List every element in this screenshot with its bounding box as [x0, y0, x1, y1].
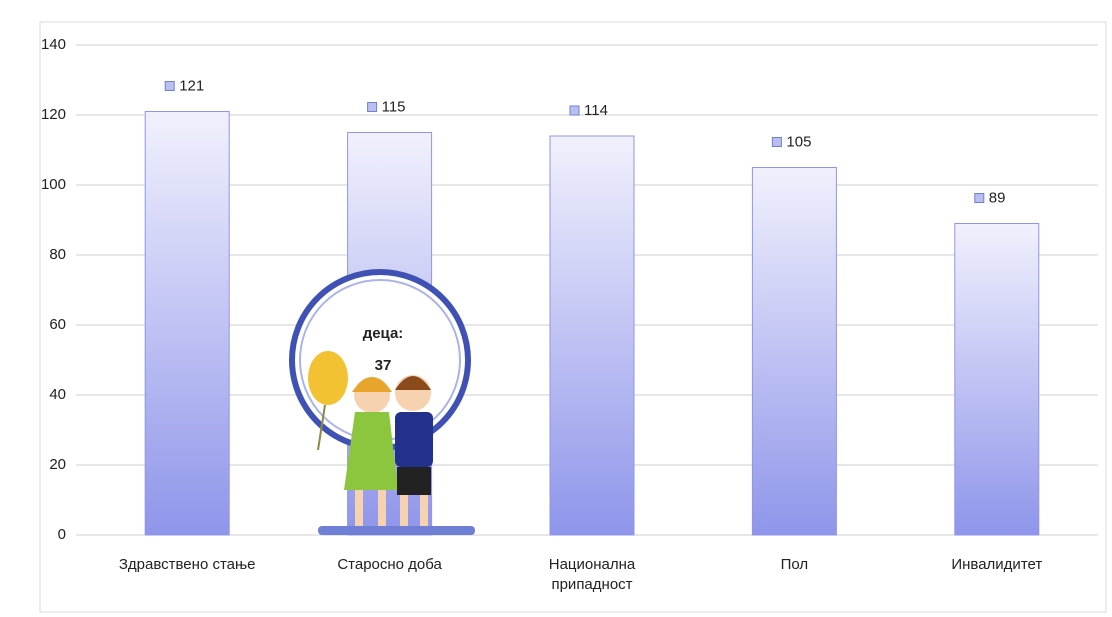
- y-tick-label: 140: [41, 36, 66, 53]
- girl-hair: [352, 377, 392, 392]
- chart-frame: [39, 21, 1107, 613]
- data-label: 115: [382, 98, 406, 115]
- annotation-label: деца:: [363, 325, 404, 342]
- balloon-string: [317, 404, 326, 451]
- annotation-value: 37: [375, 357, 392, 374]
- data-label-marker: [974, 193, 985, 203]
- bar: [549, 135, 635, 536]
- boy-leg: [420, 495, 428, 526]
- bar: [751, 167, 837, 536]
- data-label: 105: [786, 133, 811, 150]
- data-label: 121: [179, 77, 204, 94]
- bar: [954, 223, 1040, 536]
- y-tick-label: 100: [41, 176, 66, 193]
- data-label-marker: [771, 137, 782, 147]
- x-tick-label: Национална припадност: [548, 556, 636, 593]
- y-tick-label: 80: [49, 246, 66, 263]
- boy-hair: [395, 376, 431, 390]
- boy-shorts: [397, 467, 431, 495]
- x-tick-label: Старосно доба: [337, 556, 442, 573]
- y-tick-label: 60: [49, 316, 66, 333]
- bar: [144, 111, 230, 536]
- balloon: [308, 351, 348, 405]
- base: [318, 526, 475, 535]
- y-tick-label: 0: [58, 526, 66, 543]
- children-illustration: деца: 37: [289, 269, 475, 535]
- girl-dress: [344, 412, 398, 490]
- data-label: 114: [584, 102, 608, 119]
- boy-leg: [400, 495, 408, 526]
- y-tick-label: 40: [49, 386, 66, 403]
- y-tick-label: 20: [49, 456, 66, 473]
- data-label-marker: [569, 105, 580, 116]
- x-tick-label: Инвалидитет: [951, 556, 1043, 573]
- data-label: 89: [989, 189, 1006, 206]
- girl-leg: [378, 490, 386, 526]
- x-tick-label: Пол: [780, 556, 809, 573]
- data-label-marker: [164, 81, 175, 91]
- x-tick-label: Здравствено стање: [118, 556, 256, 573]
- girl-leg: [355, 490, 363, 526]
- data-label-marker: [367, 102, 378, 112]
- boy-shirt: [395, 412, 433, 467]
- plot-area: 0 20 40 60 80 100 120 140 121 115 114 105 89: [41, 36, 1098, 543]
- y-tick-label: 120: [41, 106, 66, 123]
